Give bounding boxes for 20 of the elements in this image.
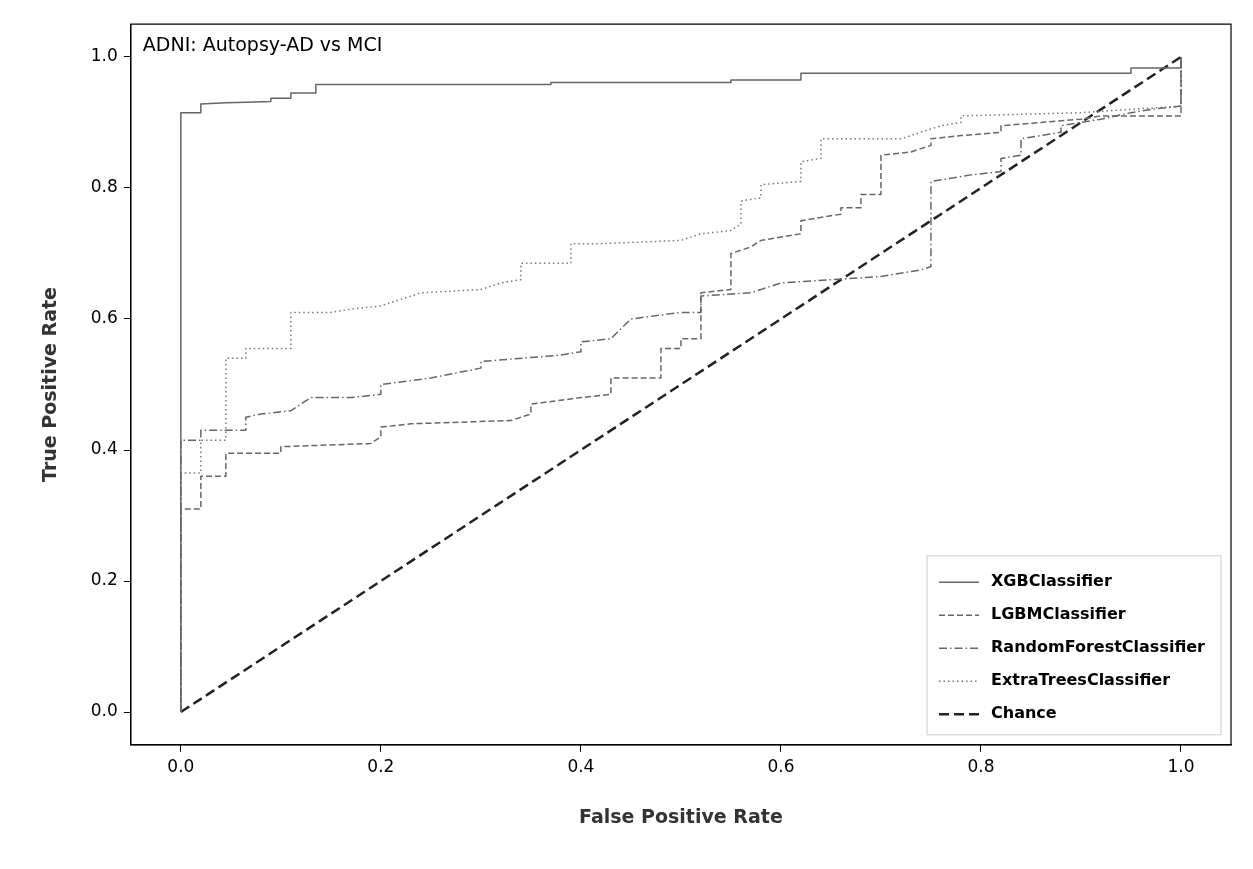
x-tick-label: 0.2: [367, 756, 395, 777]
legend-label: Chance: [991, 703, 1057, 723]
y-tick-label: 0.0: [90, 700, 118, 721]
legend-label: XGBClassifier: [991, 571, 1112, 591]
x-axis-title: False Positive Rate: [579, 804, 783, 827]
y-tick-label: 0.4: [90, 438, 118, 459]
x-tick-label: 1.0: [1167, 756, 1195, 777]
y-axis-title: True Positive Rate: [38, 287, 61, 482]
text: ADNI: Autopsy-AD vs MCI: [142, 32, 383, 55]
y-tick-label: 0.6: [90, 307, 118, 328]
x-tick-label: 0.8: [967, 756, 995, 777]
x-tick-label: 0.4: [567, 756, 595, 777]
legend-label: ExtraTreesClassifier: [991, 670, 1171, 690]
y-tick-label: 0.8: [90, 176, 118, 197]
x-tick-label: 0.0: [167, 756, 195, 777]
y-tick-label: 0.2: [90, 569, 118, 590]
legend-label: LGBMClassifier: [991, 604, 1126, 624]
y-tick-label: 1.0: [90, 45, 118, 66]
x-tick-label: 0.6: [767, 756, 795, 777]
legend-label: RandomForestClassifier: [991, 637, 1206, 657]
